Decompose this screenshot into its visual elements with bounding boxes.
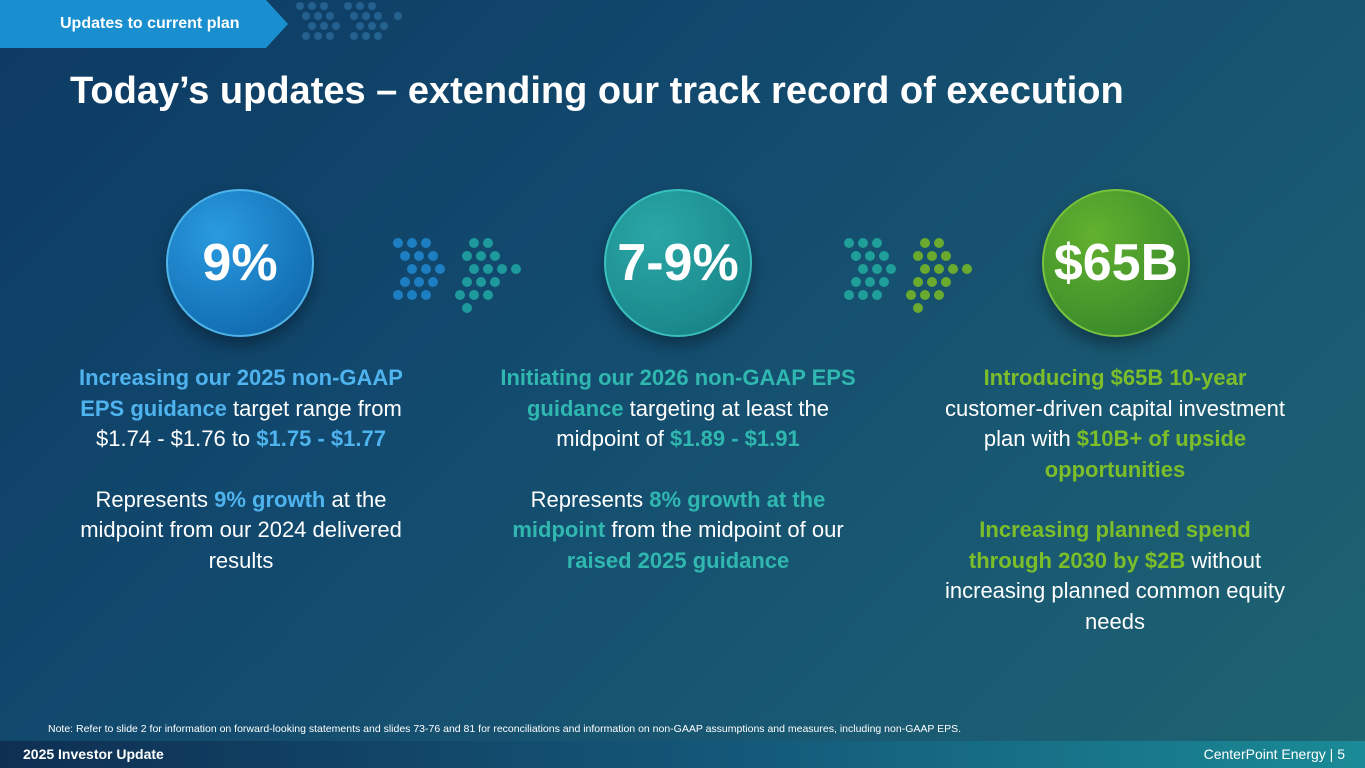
highlight-text: $1.75 - $1.77 bbox=[256, 426, 386, 451]
stat-value: 9% bbox=[202, 234, 278, 292]
body-text: without increasing planned common equity… bbox=[945, 547, 1285, 634]
highlight-text: $1.89 - $1.91 bbox=[670, 426, 800, 451]
highlight-text: Initiating our 2026 non-GAAP EPS guidanc… bbox=[500, 365, 856, 421]
highlight-text: 8% growth at the midpoint bbox=[512, 486, 826, 543]
column-paragraph-1: Initiating our 2026 non-GAAP EPS guidanc… bbox=[498, 363, 858, 455]
body-text: targeting at least the midpoint of bbox=[556, 395, 830, 452]
body-text: Represents bbox=[95, 486, 215, 512]
column-eps-2025: Increasing our 2025 non-GAAP EPS guidanc… bbox=[61, 363, 421, 576]
body-text: from the midpoint of our bbox=[605, 517, 844, 542]
column-paragraph-2: Represents 8% growth at the midpoint fro… bbox=[498, 485, 858, 577]
body-text: at the midpoint from our 2024 delivered … bbox=[80, 486, 402, 573]
body-text: target range from $1.74 - $1.76 to bbox=[96, 395, 402, 452]
footer-company-page: CenterPoint Energy | 5 bbox=[1203, 746, 1345, 762]
footnote: Note: Refer to slide 2 for information o… bbox=[48, 723, 962, 735]
highlight-text: 9% growth bbox=[214, 486, 326, 512]
highlight-text: Increasing planned spend through 2030 by… bbox=[968, 517, 1251, 573]
column-capital-plan: Introducing $65B 10-year customer-driven… bbox=[935, 363, 1295, 637]
body-text: customer-driven capital investment plan … bbox=[945, 395, 1285, 452]
highlight-text: $10B+ of upside opportunities bbox=[1044, 426, 1247, 482]
section-tab: Updates to current plan bbox=[0, 0, 288, 48]
column-paragraph-1: Increasing our 2025 non-GAAP EPS guidanc… bbox=[61, 363, 421, 455]
section-tab-label: Updates to current plan bbox=[60, 15, 240, 32]
stat-circle-eps-growth: 9% bbox=[166, 189, 314, 337]
footer-bar: 2025 Investor Update CenterPoint Energy … bbox=[0, 741, 1365, 768]
column-paragraph-1: Introducing $65B 10-year customer-driven… bbox=[935, 363, 1295, 485]
column-paragraph-2: Represents 9% growth at the midpoint fro… bbox=[61, 485, 421, 577]
stat-value: $65B bbox=[1053, 234, 1179, 292]
highlight-text: raised 2025 guidance bbox=[566, 547, 790, 573]
body-text: Represents bbox=[530, 486, 650, 512]
column-eps-2026: Initiating our 2026 non-GAAP EPS guidanc… bbox=[498, 363, 858, 576]
highlight-text: Increasing our 2025 non-GAAP EPS guidanc… bbox=[79, 365, 403, 421]
highlight-text: Introducing $65B 10-year bbox=[983, 365, 1247, 390]
chevron-arrow-icon bbox=[844, 238, 972, 313]
stat-circle-capital-plan: $65B bbox=[1042, 189, 1190, 337]
column-paragraph-2: Increasing planned spend through 2030 by… bbox=[935, 515, 1295, 637]
tab-dots-decoration bbox=[296, 2, 402, 40]
chevron-arrow-icon bbox=[393, 238, 521, 313]
footer-event-title: 2025 Investor Update bbox=[23, 746, 164, 762]
stat-circle-eps-guidance: 7-9% bbox=[604, 189, 752, 337]
stat-value: 7-9% bbox=[617, 234, 739, 292]
page-title: Today’s updates – extending our track re… bbox=[70, 70, 1124, 112]
